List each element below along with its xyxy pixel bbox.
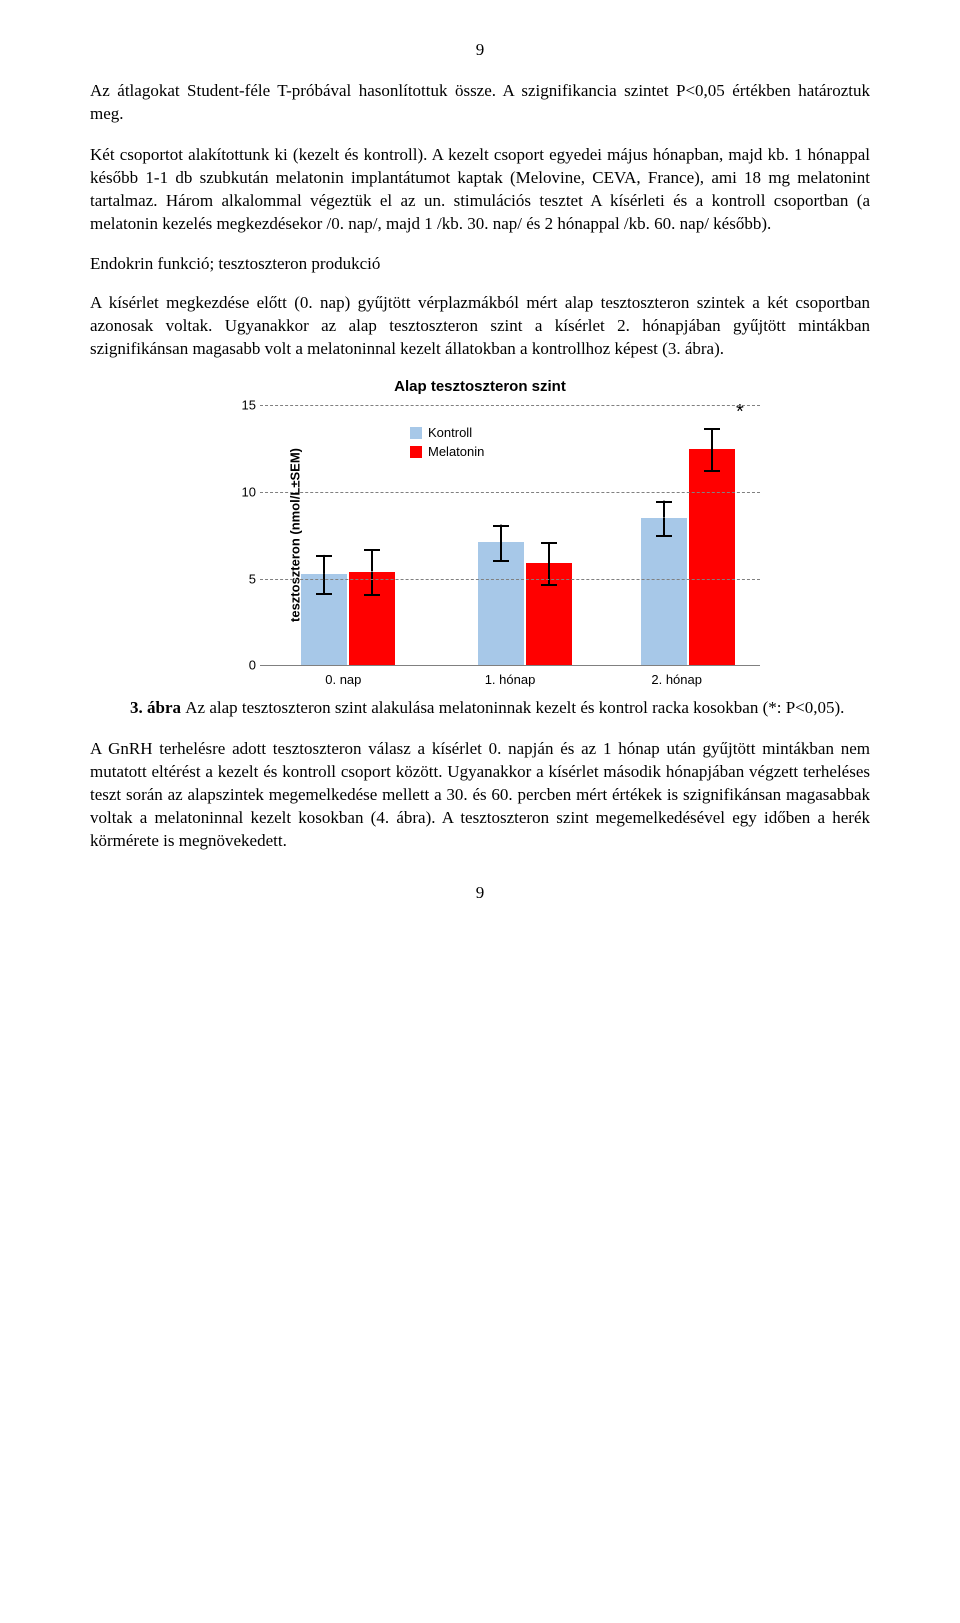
chart-y-tick: 15 [232,398,256,413]
chart-gridline [260,405,760,406]
subheading-endokrin: Endokrin funkció; tesztoszteron produkci… [90,254,870,274]
chart-x-tick-label: 0. nap [260,672,427,687]
caption-bold: 3. ábra [130,698,185,717]
chart-bar [349,572,395,666]
chart-bar [301,574,347,666]
chart-bar [641,518,687,665]
chart-plot-area: tesztoszteron (nmol/L±SEM) * Kontroll Me… [260,405,760,666]
legend-item-melatonin: Melatonin [410,444,484,459]
chart-title: Alap tesztoszteron szint [90,378,870,395]
chart-legend: Kontroll Melatonin [410,425,484,463]
paragraph-1: Az átlagokat Student-féle T-próbával has… [90,80,870,126]
chart-x-tick-label: 2. hónap [593,672,760,687]
legend-swatch-kontroll [410,427,422,439]
paragraph-3: A kísérlet megkezdése előtt (0. nap) gyű… [90,292,870,361]
chart-bar [478,542,524,665]
chart-gridline [260,579,760,580]
chart-bars-layer: * [260,405,760,665]
chart-gridline [260,492,760,493]
chart-bar-group [455,542,595,665]
chart-y-tick: 10 [232,485,256,500]
chart-x-tick-label: 1. hónap [427,672,594,687]
legend-swatch-melatonin [410,446,422,458]
chart-x-axis-labels: 0. nap1. hónap2. hónap [260,672,760,687]
legend-label-melatonin: Melatonin [428,444,484,459]
page-number-bottom: 9 [90,883,870,903]
paragraph-2: Két csoportot alakítottunk ki (kezelt és… [90,144,870,236]
chart-bar-group [618,449,758,666]
chart-y-tick: 5 [232,571,256,586]
chart-bar-group [278,572,418,666]
page-number-top: 9 [90,40,870,60]
document-page: 9 Az átlagokat Student-féle T-próbával h… [0,0,960,963]
chart-y-tick: 0 [232,658,256,673]
figure-3-caption: 3. ábra Az alap tesztoszteron szint alak… [130,697,870,720]
caption-text: Az alap tesztoszteron szint alakulása me… [185,698,844,717]
legend-item-kontroll: Kontroll [410,425,484,440]
paragraph-4: A GnRH terhelésre adott tesztoszteron vá… [90,738,870,853]
chart-bar [689,449,735,666]
bar-chart: tesztoszteron (nmol/L±SEM) * Kontroll Me… [200,405,760,687]
legend-label-kontroll: Kontroll [428,425,472,440]
